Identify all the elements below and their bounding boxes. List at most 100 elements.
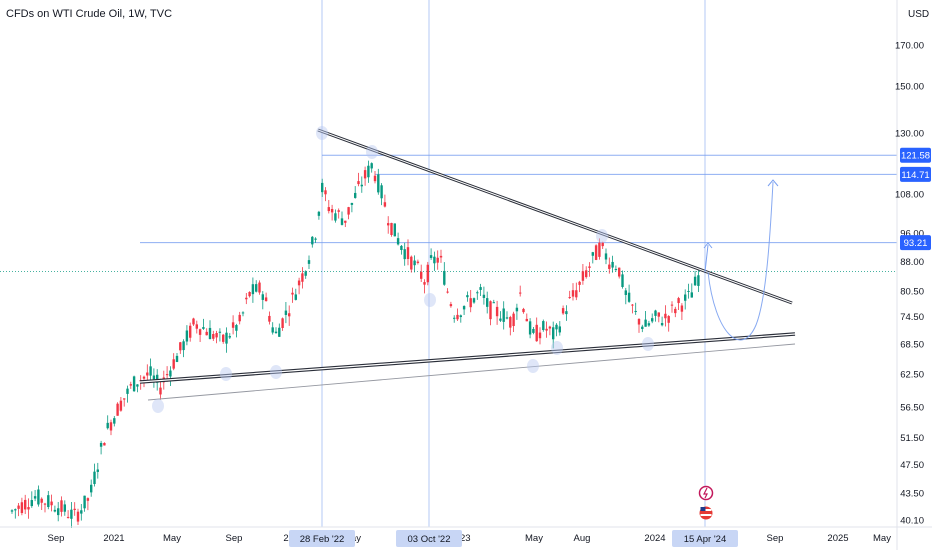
date-highlight-badge[interactable] <box>672 530 738 547</box>
candle-body <box>288 313 291 317</box>
candle-body <box>690 292 693 298</box>
candle-body <box>218 331 222 333</box>
date-highlight-badge[interactable] <box>396 530 462 547</box>
candle-body <box>400 245 403 251</box>
candle-body <box>443 270 446 285</box>
candle-body <box>294 294 297 300</box>
candle-body <box>344 220 347 223</box>
candle-body <box>165 374 169 376</box>
candle-body <box>360 184 363 187</box>
candle-body <box>456 314 459 320</box>
candle-body <box>604 253 608 260</box>
candle-body <box>222 334 225 342</box>
candle-body <box>258 282 261 293</box>
ascending-support-line-inner <box>139 333 796 383</box>
candle-body <box>238 314 241 322</box>
candle-body <box>545 328 548 331</box>
candle-body <box>651 318 654 322</box>
price-tick-label: 68.50 <box>900 339 924 350</box>
candle-body <box>66 516 70 518</box>
candle-body <box>33 496 37 499</box>
price-badge[interactable] <box>900 147 931 163</box>
candle-body <box>314 238 317 240</box>
candle-body <box>598 242 601 257</box>
candle-body <box>601 242 604 247</box>
candle-body <box>27 507 30 510</box>
candle-body <box>337 210 340 212</box>
candle-body <box>152 375 156 380</box>
touch-highlight <box>642 337 654 351</box>
candle-body <box>357 181 360 185</box>
price-badge[interactable] <box>900 235 931 251</box>
candle-body <box>420 271 423 279</box>
candle-body <box>274 331 278 334</box>
us-flag-stripe <box>700 509 712 511</box>
candle-body <box>271 327 274 333</box>
candle-body <box>614 269 618 271</box>
candle-body <box>525 318 528 322</box>
price-tick-label: 62.50 <box>900 370 924 381</box>
candle-body <box>492 302 495 304</box>
candle-body <box>43 503 47 505</box>
candle-body <box>330 209 334 213</box>
candle-body <box>317 211 321 216</box>
time-tick-label: 2025 <box>827 533 848 544</box>
price-badge-label: 121.58 <box>901 151 930 162</box>
flash-icon[interactable] <box>698 485 714 501</box>
candle-body <box>291 292 294 295</box>
candle-body <box>106 422 109 429</box>
candle-body <box>73 508 76 510</box>
time-tick-label: 2021 <box>103 533 124 544</box>
candle-body <box>594 245 598 260</box>
candle-body <box>664 313 667 319</box>
candle-body <box>641 326 644 329</box>
candle-body <box>60 500 63 512</box>
time-tick-label: May <box>525 533 543 544</box>
candle-body <box>674 308 677 314</box>
price-tick-label: 43.50 <box>900 489 924 500</box>
candle-body <box>647 323 651 326</box>
price-tick-label: 150.00 <box>895 82 924 93</box>
candle-body <box>225 332 228 344</box>
candle-body <box>618 267 621 277</box>
price-tick-label: 80.50 <box>900 286 924 297</box>
candle-body <box>552 327 555 340</box>
candle-body <box>393 223 396 237</box>
candle-body <box>149 366 152 376</box>
candle-body <box>555 324 558 330</box>
candle-body <box>644 319 647 327</box>
candle-body <box>433 256 436 264</box>
candle-body <box>268 315 271 322</box>
candle-body <box>396 238 400 245</box>
candle-body <box>532 328 535 333</box>
date-highlight-badge[interactable] <box>289 530 355 547</box>
price-tick-label: 96.00 <box>900 228 924 239</box>
lower-support-line[interactable] <box>147 343 796 401</box>
price-badge[interactable] <box>900 166 931 182</box>
candle-body <box>479 287 482 290</box>
price-tick-label: 56.50 <box>900 403 924 414</box>
candle-body <box>542 321 545 331</box>
time-tick-label: Aug <box>574 533 591 544</box>
price-tick-label: 88.00 <box>900 257 924 268</box>
projection-curve[interactable] <box>707 181 774 341</box>
candle-body <box>634 310 637 312</box>
time-tick-label: May <box>163 533 181 544</box>
touch-highlight <box>152 399 164 413</box>
candle-body <box>215 333 218 338</box>
candle-body <box>585 270 588 278</box>
candle-body <box>146 372 149 376</box>
candle-body <box>387 223 390 226</box>
projection-arrow-short[interactable] <box>704 244 709 273</box>
price-tick-label: 170.00 <box>895 41 924 52</box>
currency-label[interactable]: USD <box>908 9 930 20</box>
candle-body <box>697 275 700 286</box>
candle-body <box>208 327 212 340</box>
candle-body <box>50 501 53 506</box>
candle-body <box>565 311 568 315</box>
candle-body <box>228 336 231 338</box>
candle-body <box>324 190 327 195</box>
candle-body <box>321 182 324 193</box>
